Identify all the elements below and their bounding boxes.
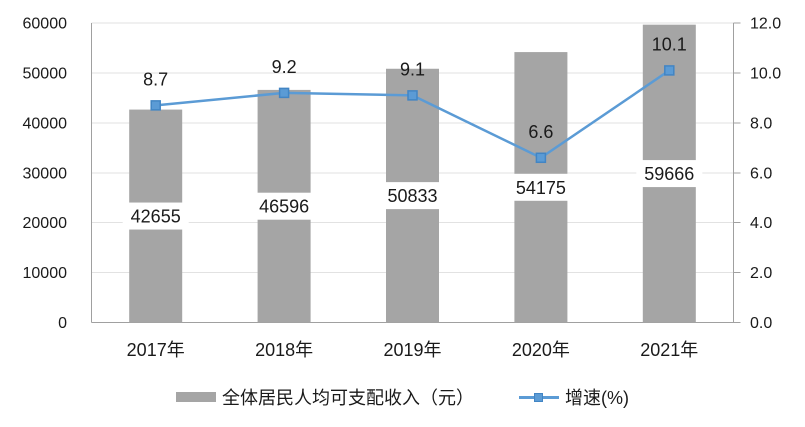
line-marker xyxy=(407,90,418,101)
line-marker xyxy=(535,152,547,164)
right-axis-tick-label: 6.0 xyxy=(750,165,772,182)
bar-value-label-box xyxy=(636,160,703,188)
bar-value-label: 59666 xyxy=(644,164,694,184)
right-axis-tick-label: 2.0 xyxy=(750,265,772,282)
bar-value-label: 54175 xyxy=(516,178,566,198)
legend-item-income: 全体居民人均可支配收入（元） xyxy=(176,384,474,410)
legend: 全体居民人均可支配收入（元） 增速(%) xyxy=(0,383,805,411)
left-axis-tick-label: 10000 xyxy=(23,265,68,282)
left-axis-tick-label: 20000 xyxy=(23,215,68,232)
line-marker xyxy=(664,65,675,76)
right-axis-tick-label: 10.0 xyxy=(750,65,781,82)
plot-area: 0 10000 20000 30000 40000 50000 60000 0.0 2.0 4.0… xyxy=(23,16,782,361)
right-axis-tick-label: 8.0 xyxy=(750,115,772,132)
left-axis-tick-label: 0 xyxy=(58,315,67,332)
line-marker xyxy=(278,87,290,99)
category-label: 2021年 xyxy=(640,340,698,360)
left-axis-tick-label: 50000 xyxy=(23,65,68,82)
line-series-label: 增速(%) xyxy=(565,388,629,408)
left-axis-tick-label: 60000 xyxy=(23,16,68,33)
right-axis-tick-label: 0.0 xyxy=(750,315,772,332)
left-axis-tick-label: 30000 xyxy=(23,165,68,182)
line-value-label: 9.2 xyxy=(272,57,297,77)
bar-series-swatch-icon xyxy=(176,392,216,402)
line-value-label: 10.1 xyxy=(652,34,687,54)
bar-series-label: 全体居民人均可支配收入（元） xyxy=(222,388,474,408)
line-value-label: 9.1 xyxy=(400,59,425,79)
line-marker-icon xyxy=(534,392,543,402)
category-label: 2017年 xyxy=(127,340,185,360)
line-series-swatch-icon xyxy=(519,392,559,403)
line-value-label: 8.7 xyxy=(143,69,168,89)
bar-value-label-box xyxy=(507,173,574,201)
left-axis-tick-label: 40000 xyxy=(23,115,68,132)
category-label: 2019年 xyxy=(383,340,441,360)
right-axis-tick-label: 12.0 xyxy=(750,16,781,33)
bar-value-label-box xyxy=(122,202,189,230)
legend-item-growth: 增速(%) xyxy=(519,384,629,410)
line-value-label: 6.6 xyxy=(528,122,553,142)
bar-value-label: 46596 xyxy=(259,197,309,217)
bar-value-label-box xyxy=(379,182,446,210)
bar-value-label: 42655 xyxy=(131,207,181,227)
bar-value-label-box xyxy=(251,192,318,220)
right-axis-tick-label: 4.0 xyxy=(750,215,772,232)
bar-value-label: 50833 xyxy=(387,186,437,206)
category-label: 2020年 xyxy=(512,340,570,360)
line-marker xyxy=(150,100,161,111)
category-label: 2018年 xyxy=(255,340,313,360)
